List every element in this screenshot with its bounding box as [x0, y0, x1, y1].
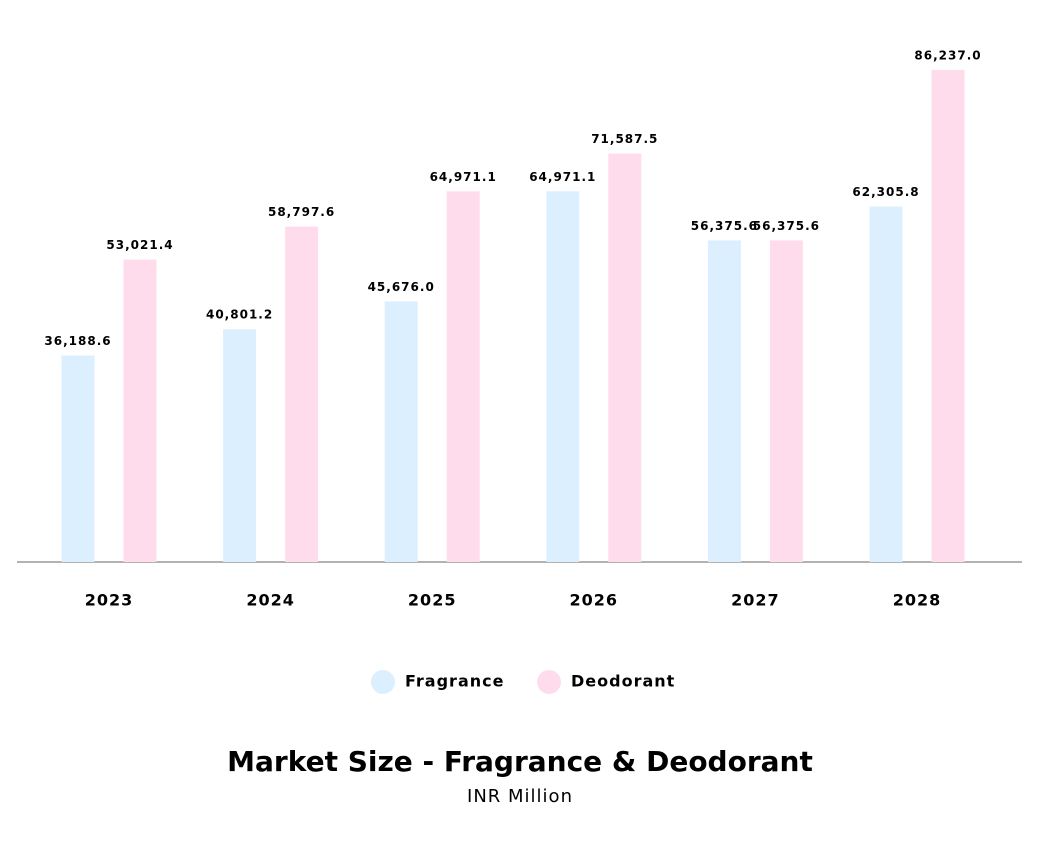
- x-tick-label: 2026: [570, 591, 619, 610]
- value-label: 71,587.5: [591, 132, 658, 146]
- bar: [608, 153, 642, 563]
- bar: [546, 191, 580, 563]
- chart-title: Market Size - Fragrance & Deodorant: [227, 745, 813, 778]
- chart-subtitle: INR Million: [467, 786, 573, 807]
- x-tick-label: 2023: [85, 591, 134, 610]
- value-label: 64,971.1: [529, 170, 596, 184]
- value-label: 58,797.6: [268, 205, 335, 219]
- legend-label: Deodorant: [571, 672, 675, 691]
- value-label: 40,801.2: [206, 308, 273, 322]
- x-tick-label: 2025: [408, 591, 457, 610]
- bar: [707, 240, 741, 563]
- bar: [446, 191, 480, 563]
- bar: [384, 301, 418, 562]
- legend-swatch: [537, 670, 561, 694]
- bar: [123, 259, 157, 562]
- value-label: 86,237.0: [914, 49, 981, 63]
- x-tick-label: 2024: [246, 591, 295, 610]
- x-tick-label: 2027: [731, 591, 780, 610]
- value-label: 56,375.6: [753, 219, 820, 233]
- bar: [223, 329, 257, 562]
- value-label: 45,676.0: [368, 280, 435, 294]
- legend-label: Fragrance: [405, 672, 504, 691]
- value-label: 53,021.4: [106, 238, 173, 252]
- value-label: 36,188.6: [44, 334, 111, 348]
- value-label: 64,971.1: [430, 170, 497, 184]
- bar: [285, 226, 319, 562]
- bar: [61, 355, 95, 562]
- x-tick-label: 2028: [893, 591, 942, 610]
- value-label: 56,375.6: [691, 219, 758, 233]
- bar: [869, 206, 903, 562]
- value-label: 62,305.8: [852, 185, 919, 199]
- legend-swatch: [371, 670, 395, 694]
- bar: [931, 70, 965, 562]
- bar: [769, 240, 803, 563]
